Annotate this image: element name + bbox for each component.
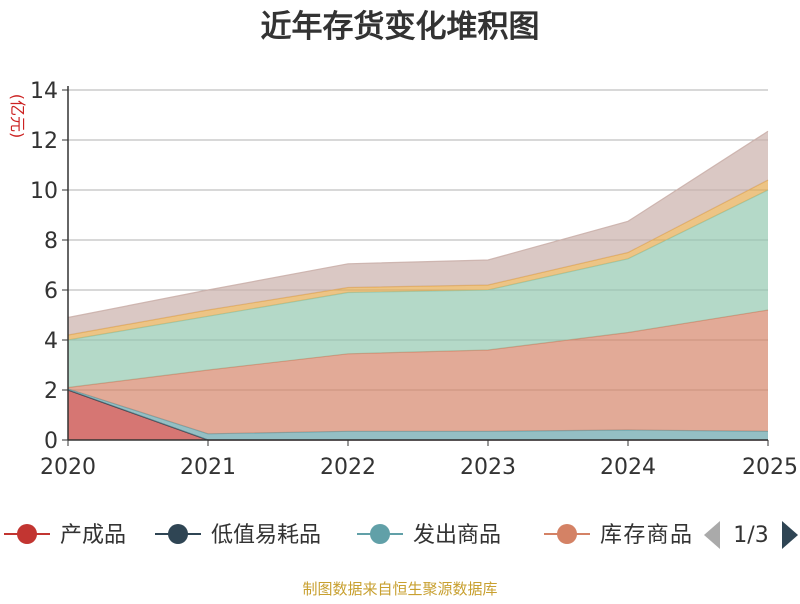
legend-marker — [17, 524, 37, 544]
legend-label: 低值易耗品 — [211, 523, 321, 548]
chart-title: 近年存货变化堆积图 — [261, 9, 540, 45]
source-note: 制图数据来自恒生聚源数据库 — [302, 580, 497, 598]
legend-next-page-icon[interactable] — [782, 521, 798, 549]
x-tick-label: 2024 — [600, 455, 656, 480]
legend-marker — [370, 524, 390, 544]
area-4 — [68, 310, 768, 434]
legend-item[interactable]: 发出商品 — [357, 523, 501, 548]
y-tick-label: 14 — [30, 79, 58, 104]
y-tick-label: 12 — [30, 129, 58, 154]
axes: 0 2 4 6 8 10 12 14 2020 2021 2022 2023 2024 2025 — [30, 79, 798, 480]
area-5 — [68, 190, 768, 388]
x-tick-label: 2021 — [180, 455, 236, 480]
legend: 产成品 低值易耗品 发出商品 库存商品 1/3 — [4, 521, 798, 549]
area-line-7 — [67, 130, 769, 319]
area-1 — [68, 390, 768, 440]
legend-item[interactable]: 低值易耗品 — [155, 523, 321, 548]
x-tick-label: 2025 — [742, 455, 798, 480]
area-series-group — [67, 130, 769, 441]
y-tick-label: 0 — [44, 429, 58, 454]
y-tick-label: 8 — [44, 229, 58, 254]
legend-marker — [557, 524, 577, 544]
x-tick-label: 2023 — [460, 455, 516, 480]
legend-item[interactable]: 库存商品 — [544, 523, 692, 548]
y-tick-label: 2 — [44, 379, 58, 404]
x-tick-label: 2020 — [40, 455, 96, 480]
legend-prev-page-icon[interactable] — [704, 521, 720, 549]
legend-label: 发出商品 — [413, 523, 501, 548]
area-7 — [68, 131, 768, 335]
legend-marker — [168, 524, 188, 544]
area-3 — [68, 388, 768, 440]
x-tick-label: 2022 — [320, 455, 376, 480]
legend-page-indicator: 1/3 — [733, 523, 768, 548]
y-tick-label: 10 — [30, 179, 58, 204]
y-tick-label: 6 — [44, 279, 58, 304]
y-axis-label: (亿元) — [8, 94, 27, 139]
y-tick-label: 4 — [44, 329, 58, 354]
legend-label: 产成品 — [60, 523, 126, 548]
legend-label: 库存商品 — [600, 523, 692, 548]
area-6 — [68, 180, 768, 340]
legend-item[interactable]: 产成品 — [4, 523, 126, 548]
